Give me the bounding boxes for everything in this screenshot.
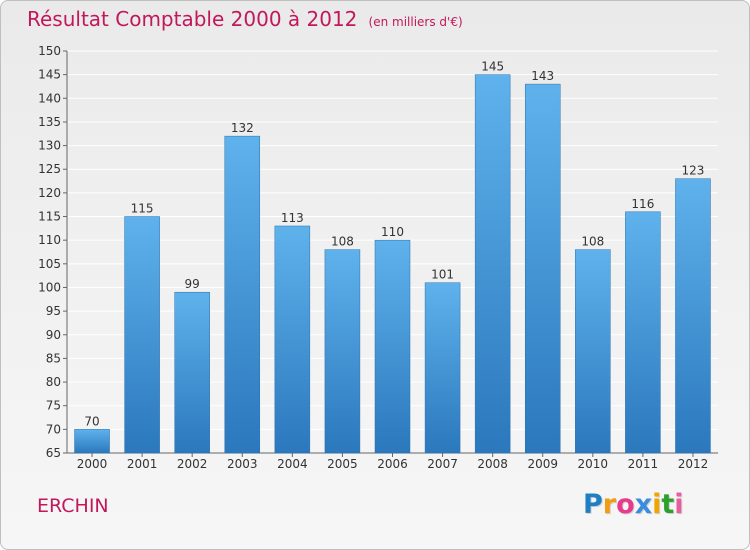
- chart-title: Résultat Comptable 2000 à 2012 (en milli…: [27, 7, 463, 31]
- logo-letter: i: [674, 489, 684, 520]
- x-tick-label: 2007: [427, 457, 458, 471]
- data-label: 145: [481, 60, 504, 74]
- x-tick-label: 2006: [377, 457, 408, 471]
- x-tick-label: 2000: [77, 457, 108, 471]
- bar-2006: [374, 239, 411, 454]
- data-label: 101: [431, 268, 454, 282]
- bar-2002: [174, 291, 210, 454]
- y-tick-label: 140: [38, 91, 61, 105]
- bar-2011: [625, 211, 661, 454]
- data-label: 143: [531, 69, 554, 83]
- title-text: Résultat Comptable 2000 à 2012: [27, 7, 358, 31]
- data-label: 123: [682, 164, 705, 178]
- y-tick-label: 115: [38, 210, 61, 224]
- data-label: 110: [381, 225, 404, 239]
- x-tick-label: 2003: [227, 457, 258, 471]
- data-label: 115: [131, 202, 154, 216]
- y-tick-label: 150: [38, 44, 61, 58]
- y-tick-label: 90: [46, 328, 61, 342]
- data-label: 99: [185, 277, 200, 291]
- bar-2004: [274, 225, 311, 454]
- data-label: 132: [231, 121, 254, 135]
- y-tick-label: 125: [38, 162, 61, 176]
- x-tick-label: 2002: [177, 457, 208, 471]
- bar-2001: [124, 216, 160, 454]
- y-tick-label: 110: [38, 233, 61, 247]
- data-label: 113: [281, 211, 304, 225]
- bar-2010: [575, 249, 611, 454]
- y-tick-label: 105: [38, 257, 61, 271]
- bar-2007: [424, 282, 461, 454]
- x-tick-label: 2005: [327, 457, 358, 471]
- y-tick-label: 75: [46, 399, 61, 413]
- y-tick-label: 80: [46, 375, 61, 389]
- bar-2012: [675, 178, 711, 454]
- y-tick-label: 70: [46, 422, 61, 436]
- y-tick-label: 120: [38, 186, 61, 200]
- bar-2003: [224, 135, 261, 454]
- logo-letter: t: [661, 489, 675, 520]
- x-tick-label: 2011: [628, 457, 659, 471]
- x-tick-label: 2012: [678, 457, 709, 471]
- y-tick-label: 135: [38, 115, 61, 129]
- y-tick-label: 85: [46, 351, 61, 365]
- bar-2000: [74, 429, 110, 454]
- x-tick-label: 2001: [127, 457, 158, 471]
- bar-2008: [474, 74, 511, 454]
- data-label: 108: [331, 235, 354, 249]
- proxiti-logo: Proxiti: [583, 489, 684, 520]
- bar-2009: [524, 83, 561, 454]
- y-tick-label: 65: [46, 446, 61, 460]
- logo-letter: r: [602, 489, 617, 520]
- y-tick-label: 145: [38, 68, 61, 82]
- data-label: 108: [581, 235, 604, 249]
- logo-letter: x: [634, 489, 653, 520]
- y-tick-label: 95: [46, 304, 61, 318]
- data-label: 70: [84, 414, 99, 428]
- unit-text: (en milliers d'€): [368, 15, 463, 29]
- y-tick-label: 100: [38, 280, 61, 294]
- x-tick-label: 2010: [578, 457, 609, 471]
- x-tick-label: 2009: [527, 457, 558, 471]
- x-tick-label: 2008: [477, 457, 508, 471]
- logo-letter: P: [583, 489, 603, 520]
- x-tick-label: 2004: [277, 457, 308, 471]
- bar-2005: [324, 249, 361, 454]
- y-tick-label: 130: [38, 139, 61, 153]
- commune-name: ERCHIN: [37, 495, 109, 517]
- logo-letter: o: [616, 489, 635, 520]
- data-label: 116: [631, 197, 654, 211]
- logo-letter: i: [652, 489, 662, 520]
